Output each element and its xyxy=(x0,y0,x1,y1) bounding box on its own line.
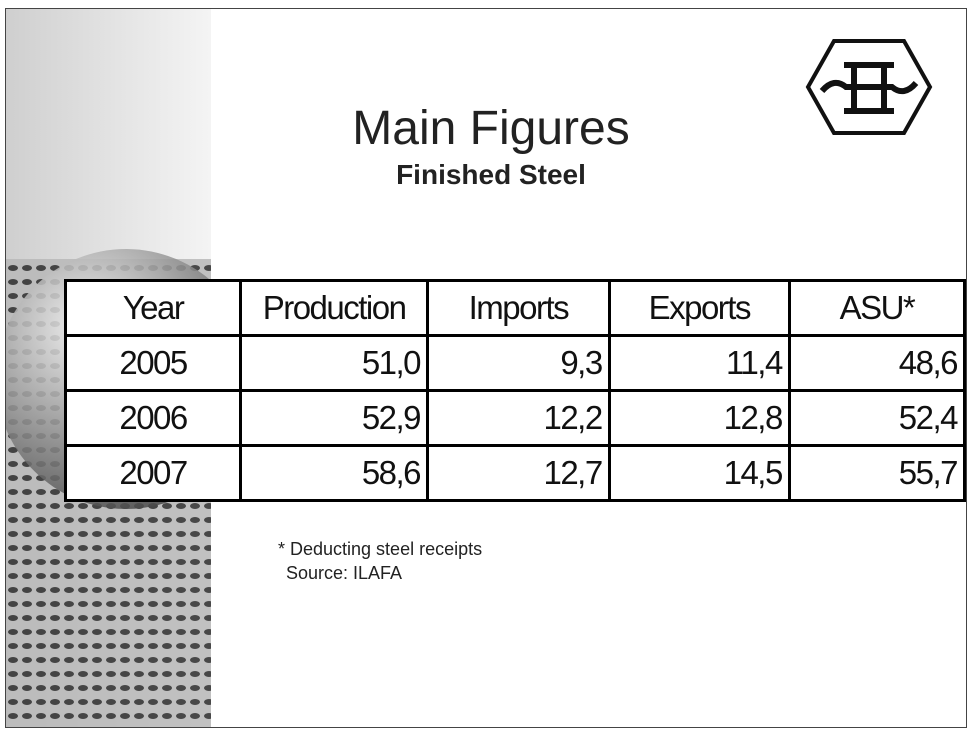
year-cell: 2005 xyxy=(63,334,243,392)
value-cell: 12,7 xyxy=(426,444,611,502)
table-row: 2006 52,9 12,2 12,8 52,4 xyxy=(63,389,966,447)
value-cell: 58,6 xyxy=(239,444,430,502)
slide: Main Figures Finished Steel Year Producti… xyxy=(5,8,967,728)
column-header: Imports xyxy=(426,279,611,337)
footnotes: * Deducting steel receipts Source: ILAFA xyxy=(278,537,482,585)
column-header: Exports xyxy=(607,279,791,337)
value-cell: 52,9 xyxy=(239,389,430,447)
table-row: 2007 58,6 12,7 14,5 55,7 xyxy=(63,444,966,502)
title: Main Figures xyxy=(352,102,630,155)
subtitle: Finished Steel xyxy=(396,159,586,190)
value-cell: 52,4 xyxy=(787,389,966,447)
footnote: Source: ILAFA xyxy=(286,563,403,583)
logo xyxy=(805,39,933,135)
value-cell: 12,8 xyxy=(607,389,791,447)
column-header: Production xyxy=(239,279,430,337)
column-header: Year xyxy=(63,279,243,337)
year-cell: 2006 xyxy=(63,389,243,447)
value-cell: 11,4 xyxy=(607,334,791,392)
column-header: ASU* xyxy=(787,279,966,337)
value-cell: 12,2 xyxy=(426,389,611,447)
footnote: * Deducting steel receipts xyxy=(278,539,483,559)
table-row: 2005 51,0 9,3 11,4 48,6 xyxy=(63,334,966,392)
header-row: Year Production Imports Exports ASU* xyxy=(63,279,966,337)
data-table: Year Production Imports Exports ASU* 2005 51,0… xyxy=(63,279,966,502)
value-cell: 14,5 xyxy=(607,444,791,502)
value-cell: 55,7 xyxy=(787,444,966,502)
value-cell: 51,0 xyxy=(239,334,430,392)
value-cell: 9,3 xyxy=(426,334,611,392)
year-cell: 2007 xyxy=(63,444,243,502)
value-cell: 48,6 xyxy=(787,334,966,392)
